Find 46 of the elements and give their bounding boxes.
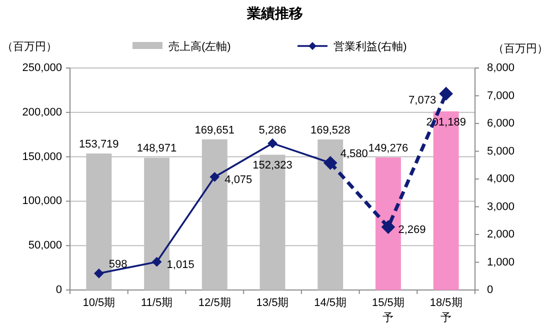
data-label: 4,075 — [224, 174, 252, 186]
data-label: 148,971 — [136, 142, 177, 155]
data-label: 169,651 — [194, 124, 235, 136]
y-tick-label: 100,000 — [22, 195, 62, 208]
x-tick-label: 12/5期 — [198, 297, 231, 309]
y-tick-label: 0 — [56, 284, 62, 296]
point — [439, 86, 453, 101]
y-tick-label: 50,000 — [28, 240, 62, 252]
y2-tick-label: 8,000 — [487, 62, 515, 74]
y2-tick-label: 3,000 — [487, 200, 515, 213]
x-tick-label: 13/5期 — [256, 297, 289, 309]
point — [210, 172, 220, 182]
point — [268, 138, 278, 148]
x-tick-label: 11/5期 — [140, 297, 173, 309]
point — [152, 256, 162, 267]
data-label: 2,269 — [398, 224, 426, 236]
y2-tick-label: 7,000 — [487, 90, 515, 102]
y-axis-title: （百万円） — [2, 41, 57, 53]
x-tick-label: 14/5期 — [314, 297, 347, 309]
data-label: 149,276 — [368, 142, 408, 154]
y2-axis-title: （百万円） — [493, 43, 548, 55]
y2-tick-label: 0 — [487, 284, 494, 296]
data-label: 153,719 — [79, 138, 119, 150]
x-tick-label: 15/5期予 — [372, 297, 404, 324]
data-label: 4,580 — [340, 148, 368, 160]
legend-label: 売上高(左軸) — [168, 40, 231, 53]
data-label: 1,015 — [166, 258, 194, 271]
y2-tick-label: 5,000 — [487, 145, 515, 158]
y-tick-label: 250,000 — [22, 62, 62, 74]
point — [381, 220, 396, 234]
data-label: 7,073 — [408, 94, 436, 107]
x-tick-label: 10/5期 — [82, 297, 116, 309]
y2-tick-label: 1,000 — [487, 256, 515, 268]
data-label: 152,323 — [252, 160, 292, 172]
y2-tick-label: 2,000 — [487, 228, 515, 240]
y2-tick-label: 4,000 — [487, 173, 515, 185]
y-tick-label: 200,000 — [22, 106, 62, 118]
point — [94, 268, 104, 278]
data-label: 598 — [108, 258, 128, 270]
y2-tick-label: 6,000 — [487, 118, 515, 130]
x-tick-label: 18/5期予 — [430, 297, 462, 324]
data-label: 5,286 — [258, 124, 286, 136]
y-tick-label: 150,000 — [22, 150, 62, 163]
legend-label: 営業利益(右軸) — [334, 40, 407, 53]
chart-title: 業績推移 — [246, 5, 303, 21]
data-label: 169,528 — [310, 124, 350, 136]
